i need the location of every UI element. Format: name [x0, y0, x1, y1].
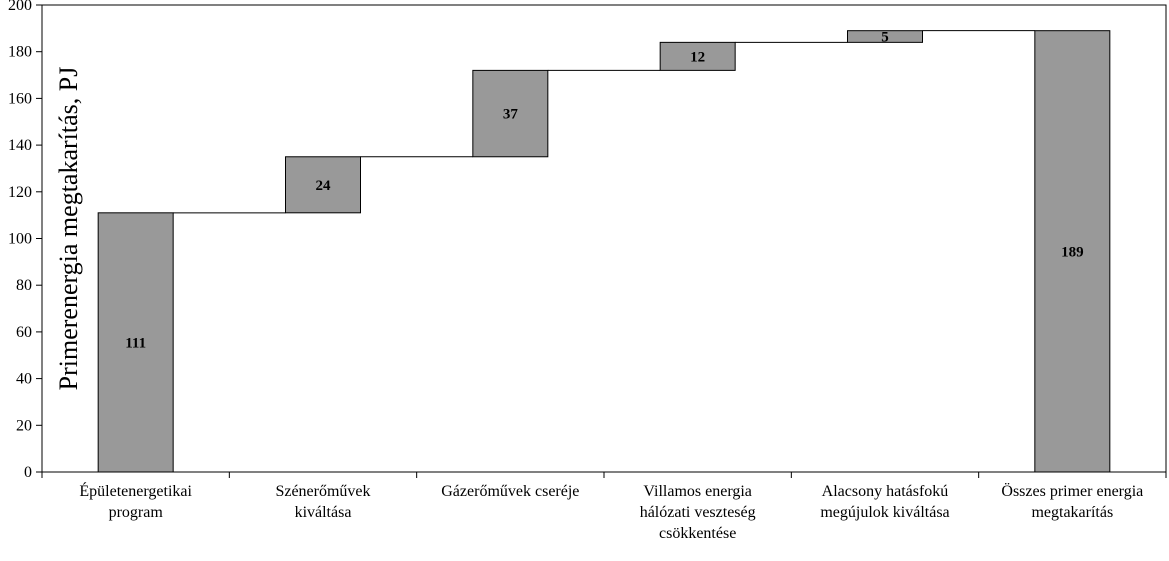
data-label: 5	[881, 30, 889, 46]
bar	[847, 30, 923, 43]
y-tick-label: 200	[8, 0, 32, 14]
connector-lines	[173, 30, 1035, 214]
bars	[97, 30, 1111, 473]
bar	[97, 212, 174, 473]
x-category-label: Épületenergetikai program	[79, 481, 192, 521]
plot-frame	[41, 4, 1167, 473]
data-labels: 111 24 37 12 5 189	[125, 30, 1083, 352]
x-category-label: Összes primer energia megtakarítás	[1001, 482, 1143, 521]
y-tick-label: 60	[16, 324, 32, 341]
x-category-label: Alacsony hatásfokú megújulok kiváltása	[820, 483, 949, 521]
y-tick-label: 0	[24, 464, 32, 481]
y-tick-label: 40	[16, 371, 32, 388]
bar	[285, 156, 361, 214]
y-tick-label: 160	[8, 90, 32, 107]
y-tick-label: 100	[8, 231, 32, 248]
bar	[659, 41, 736, 71]
bar	[1034, 30, 1111, 473]
y-tick-label: 180	[8, 44, 32, 61]
x-category-label: Villamos energia hálózati veszteség csökke…	[640, 483, 756, 542]
bar	[472, 69, 549, 158]
axes: 0 20 40 60 80 100 120 140 160 180 200 Épületenerget…	[8, 0, 1167, 542]
data-label: 12	[690, 49, 705, 65]
data-label: 189	[1061, 244, 1084, 260]
data-label: 24	[316, 178, 332, 194]
x-category-label: Gázerőművek cseréje	[441, 483, 579, 500]
y-tick-label: 120	[8, 184, 32, 201]
data-label: 111	[125, 335, 146, 351]
y-tick-label: 20	[16, 417, 32, 434]
y-tick-label: 80	[16, 277, 32, 294]
x-category-label: Szénerőművek kiváltása	[275, 483, 370, 521]
data-label: 37	[503, 107, 519, 123]
y-axis-title: Primerenergia megtakarítás, PJ	[54, 67, 83, 391]
y-tick-label: 140	[8, 137, 32, 154]
